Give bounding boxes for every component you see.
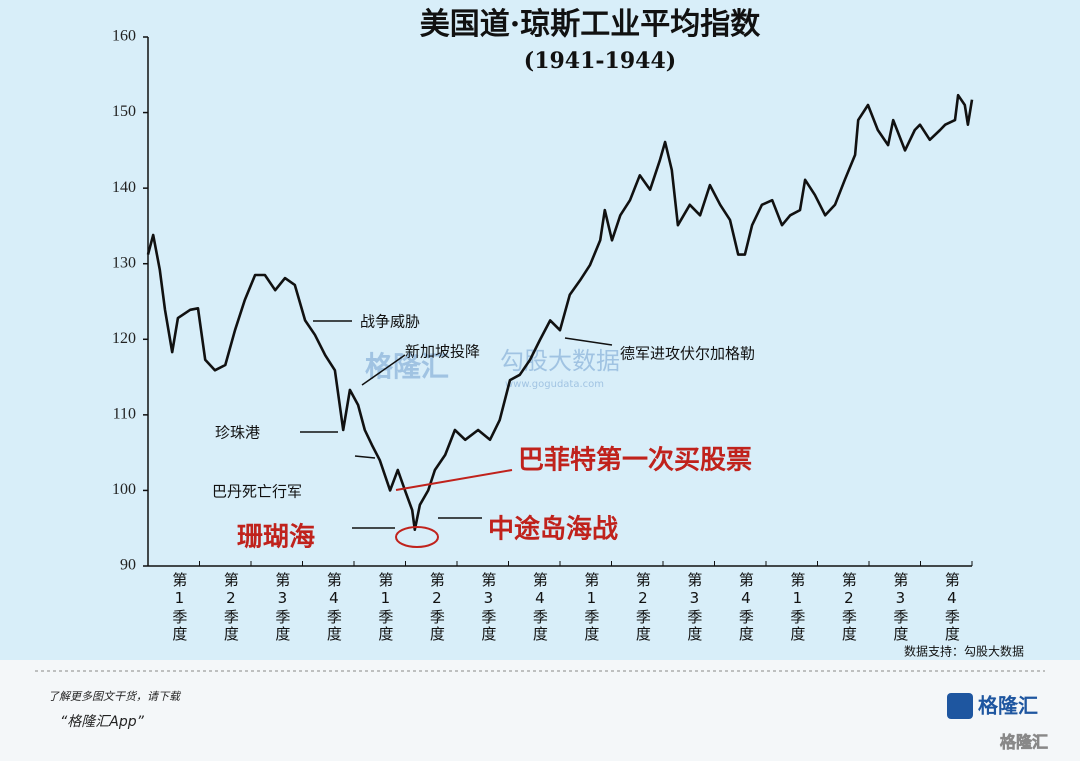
annotation: 巴菲特第一次买股票	[518, 445, 752, 476]
x-tick-label: 第3季度	[273, 571, 291, 643]
annotation: 巴丹死亡行军	[212, 483, 302, 501]
watermark: 格隆汇 勾股大数据 www.gogudata.com	[365, 347, 620, 390]
watermark-brand: 格隆汇	[365, 350, 449, 383]
footer-text: “格隆汇App”	[60, 714, 145, 730]
x-tick-label: 第2季度	[840, 571, 858, 643]
annotation: 德军进攻伏尔加格勒	[620, 345, 755, 363]
x-tick-label: 第3季度	[685, 571, 703, 643]
x-tick-label: 第1季度	[170, 571, 188, 643]
y-tick-label: 130	[112, 254, 136, 271]
x-tick-label: 第4季度	[737, 571, 755, 643]
x-tick-label: 第3季度	[891, 571, 909, 643]
series-line	[146, 93, 974, 531]
x-tick-label: 第4季度	[531, 571, 549, 643]
watermark-url: www.gogudata.com	[505, 379, 604, 390]
x-tick-label: 第1季度	[376, 571, 394, 643]
corner-mark: 格隆汇	[1000, 733, 1048, 752]
watermark-partner: 勾股大数据	[500, 347, 620, 375]
y-tick-label: 160	[112, 28, 136, 45]
plot: 90 100 110 120 130 140 150 160 第1季度 第2季度 第3季度 第4季度 第…	[112, 28, 974, 643]
y-tick-label: 150	[112, 103, 136, 120]
logo-text: 格隆汇	[978, 694, 1038, 718]
x-tick-label: 第3季度	[479, 571, 497, 643]
annotation: 中途岛海战	[488, 514, 618, 545]
chart-subtitle: (1941-1944)	[524, 48, 676, 74]
x-tick-label: 第2季度	[428, 571, 446, 643]
y-tick-label: 90	[120, 557, 136, 574]
source: 数据支持：勾股大数据	[904, 644, 1024, 659]
annotations: 战争威胁 新加坡投降 珍珠港 巴丹死亡行军 珊瑚海 德军进攻伏尔加格勒 巴菲特第…	[212, 313, 755, 553]
x-tick-label: 第1季度	[788, 571, 806, 643]
logo-icon	[947, 693, 973, 719]
annotation: 珍珠港	[215, 424, 260, 442]
x-tick-label: 第2季度	[222, 571, 240, 643]
annotation: 新加坡投降	[405, 343, 480, 361]
y-tick-label: 110	[113, 406, 136, 423]
y-tick-label: 120	[112, 330, 136, 347]
arrow	[361, 354, 406, 386]
footer-text: 了解更多图文干货，请下载	[48, 690, 182, 703]
y-tick-label: 100	[112, 481, 136, 498]
x-tick-label: 第4季度	[325, 571, 343, 643]
x-tick-label: 第4季度	[943, 571, 961, 643]
x-tick-label: 第1季度	[582, 571, 600, 643]
arrow	[354, 455, 376, 459]
annotation: 珊瑚海	[237, 523, 315, 553]
y-tick-label: 140	[112, 179, 136, 196]
footer-bg	[0, 660, 1080, 761]
chart-title: 美国道·琼斯工业平均指数	[420, 7, 761, 42]
x-tick-label: 第2季度	[634, 571, 652, 643]
arrow	[564, 337, 613, 346]
annotation: 战争威胁	[360, 313, 420, 331]
arrow	[395, 469, 513, 491]
highlight-circle	[395, 526, 439, 548]
